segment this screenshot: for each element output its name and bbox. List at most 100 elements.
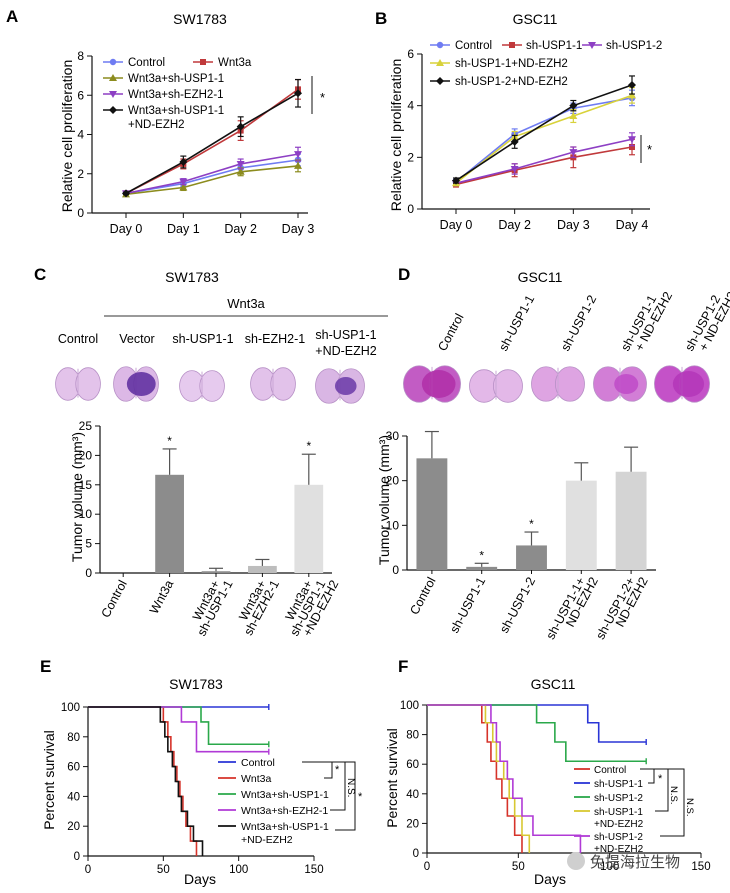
image-label-control: Control (58, 332, 98, 346)
significance-brackets (302, 761, 356, 831)
bar (466, 566, 498, 570)
legend-label-sh-usp1-1: sh-USP1-1 (526, 40, 582, 52)
bar (201, 571, 231, 573)
legend-label-wnt3a-sh-usp1-1-line1: Wnt3a+sh-USP1-1 (128, 105, 224, 117)
data-point (294, 151, 302, 159)
survival-curve (88, 706, 198, 856)
image-label-sh-usp1-1: sh-USP1-1 (172, 332, 233, 346)
legend-label-sh-usp1-1-nd-ezh2-line2: +ND-EZH2 (594, 819, 644, 830)
x-tick-label: sh-USP1-1 (447, 575, 488, 636)
panel-f-survival-chart: GSC11 Percent survival Days 0 20 40 60 80 100… (384, 676, 711, 887)
x-tick-label: Day 4 (616, 218, 649, 232)
tumor-lesion (614, 374, 639, 394)
y-tick-label: 80 (67, 732, 80, 744)
y-tick-label: 20 (67, 821, 80, 833)
image-label: Control (435, 311, 466, 353)
tumor-lesion (126, 372, 156, 396)
x-tick-label: 0 (424, 861, 430, 873)
group-label-wnt3a: Wnt3a (227, 296, 265, 311)
y-axis-label: Percent survival (384, 728, 400, 828)
legend-label-sh-usp1-1-nd-ezh2: sh-USP1-1+ND-EZH2 (455, 58, 568, 70)
legend-label-wnt3a-sh-usp1-1-nd-ezh2-line2: +ND-EZH2 (241, 834, 293, 846)
data-point (569, 112, 578, 119)
annotation-star: * (658, 773, 663, 785)
brain-section-control (55, 367, 101, 401)
data-point (179, 157, 188, 166)
legend-marker-control (436, 41, 444, 49)
data-point (294, 89, 302, 98)
brain-section-sh-usp1-2 (531, 366, 585, 402)
legend-label-sh-usp1-1-nd-ezh2-line1: sh-USP1-1 (594, 807, 643, 818)
panel-a-proliferation-chart: SW1783 Relative cell proliferation 0 2 4 6 8… (59, 11, 325, 236)
image-label: sh-USP1-1 (496, 293, 537, 354)
significance-star: * (167, 434, 172, 448)
legend-label-wnt3a-sh-ezh2-1: Wnt3a+sh-EZH2-1 (128, 89, 224, 101)
y-tick-label: 0 (407, 202, 414, 216)
series-line (455, 84, 633, 182)
legend-label-control: Control (128, 57, 165, 69)
y-tick-label: 40 (67, 791, 80, 803)
legend-label-sh-usp1-2-nd-ezh2: sh-USP1-2+ND-EZH2 (455, 76, 568, 88)
x-tick-label: Day 1 (167, 222, 200, 236)
tumor-lesion (421, 370, 456, 398)
y-tick-label: 20 (386, 474, 400, 488)
brain-section-sh-usp1-1 (179, 370, 225, 402)
image-label-sh-usp1-1-nd-ezh2-line2: +ND-EZH2 (315, 344, 377, 358)
series-line (125, 92, 299, 195)
panel-d-header: GSC11 (518, 269, 563, 285)
y-tick-label: 0 (392, 563, 399, 577)
x-tick-label: Control (407, 575, 438, 617)
legend-marker-sh-usp1-1-nd-ezh2 (436, 59, 444, 66)
panel-d-title: GSC11 (518, 269, 563, 285)
data-point (569, 149, 578, 157)
y-tick-label: 30 (386, 429, 400, 443)
data-point (122, 189, 130, 198)
y-tick-label: 4 (77, 128, 84, 142)
legend-marker-wnt3a-sh-ezh2-1 (109, 91, 117, 98)
legend-marker-sh-usp1-1 (509, 42, 515, 48)
data-point (452, 176, 460, 185)
panel-letter-f: F (398, 657, 408, 676)
brain-section-sh-usp1-1-nd-ezh2 (593, 366, 647, 402)
y-tick-label: 5 (85, 537, 92, 551)
annotation-ns-1: N.S. (668, 786, 679, 804)
legend-label-control: Control (455, 40, 492, 52)
panel-letter-c: C (34, 265, 46, 284)
data-point (628, 136, 636, 144)
y-tick-label: 6 (407, 47, 414, 61)
series-line (125, 153, 299, 195)
legend-label-wnt3a-sh-ezh2-1: Wnt3a+sh-EZH2-1 (241, 805, 328, 817)
legend-marker-control (109, 58, 117, 66)
y-axis-label: Percent survival (41, 730, 57, 830)
legend-label-wnt3a-sh-usp1-1-nd-ezh2-line1: Wnt3a+sh-USP1-1 (241, 821, 329, 833)
legend-label-wnt3a-sh-usp1-1: Wnt3a+sh-USP1-1 (241, 789, 329, 801)
bar (516, 545, 547, 570)
data-point (179, 183, 188, 191)
x-tick-label: Day 0 (440, 218, 473, 232)
y-tick-label: 60 (67, 762, 80, 774)
series-line (455, 138, 633, 184)
x-tick-label: 100 (229, 864, 248, 876)
legend-marker-sh-usp1-2 (588, 42, 596, 49)
image-label-sh-ezh2-1: sh-EZH2-1 (245, 332, 305, 346)
chart-title: GSC11 (513, 11, 558, 27)
x-tick-label: 50 (157, 864, 170, 876)
brain-section-sh-usp1-1 (469, 369, 523, 403)
x-tick-label: 50 (512, 861, 525, 873)
bar (294, 484, 324, 573)
legend-label-wnt3a-sh-usp1-1-line2: +ND-EZH2 (128, 119, 185, 131)
panel-c-tumor-volume-chart: Tumor volume (mm³) 0 5 10 15 20 25 Control Wnt3… (69, 419, 341, 639)
data-point (236, 167, 245, 175)
data-point (510, 165, 519, 173)
panel-e-survival-chart: SW1783 Percent survival Days 0 20 40 60 80 10… (41, 676, 363, 887)
series-line (455, 94, 633, 184)
bar (248, 565, 277, 573)
data-point (294, 161, 302, 169)
data-point (629, 144, 635, 150)
significance-star: * (320, 90, 325, 105)
x-axis-label: Days (534, 871, 566, 887)
chart-title: SW1783 (169, 676, 223, 692)
y-tick-label: 20 (406, 818, 419, 830)
series-line (455, 146, 633, 186)
